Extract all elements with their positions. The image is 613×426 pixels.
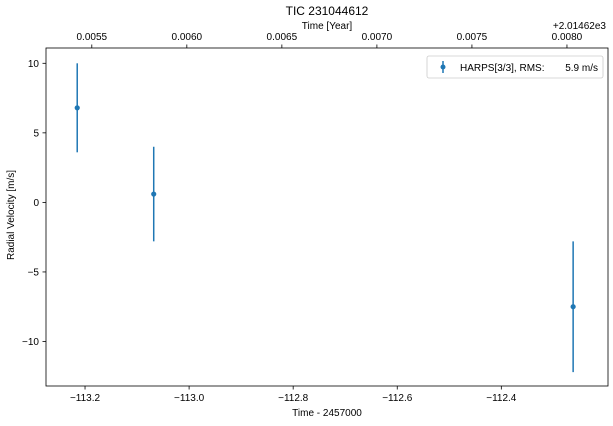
chart-title: TIC 231044612 (286, 4, 369, 18)
top-tick-label: 0.0060 (172, 32, 203, 43)
top-x-axis-label: Time [Year] (302, 21, 353, 32)
top-tick-label: 0.0075 (457, 32, 488, 43)
x-tick-label: −112.6 (382, 393, 413, 404)
x-tick-label: −113.2 (70, 393, 101, 404)
y-tick-label: −5 (28, 267, 40, 278)
legend-rms-value: 5.9 m/s (565, 63, 598, 74)
legend-marker-icon (440, 64, 446, 70)
legend-series-label: HARPS[3/3], RMS: (460, 63, 544, 74)
data-series (74, 63, 576, 373)
data-point (570, 304, 576, 310)
top-tick-label: 0.0080 (552, 32, 583, 43)
legend: HARPS[3/3], RMS: 5.9 m/s (426, 55, 604, 79)
legend-box (426, 55, 604, 79)
x-tick-label: −112.4 (486, 393, 517, 404)
x-tick-label: −112.8 (278, 393, 309, 404)
x-axis-ticks: −113.2 −113.0 −112.8 −112.6 −112.4 (70, 386, 517, 404)
y-axis-label: Radial Velocity [m/s] (6, 170, 17, 260)
y-axis-ticks: 10 5 0 −5 −10 (22, 59, 46, 348)
top-axis-ticks: 0.0055 0.0060 0.0065 0.0070 0.0075 0.0080 (76, 32, 583, 48)
top-tick-label: 0.0065 (267, 32, 298, 43)
data-point (74, 105, 80, 111)
y-tick-label: 0 (33, 198, 39, 209)
top-tick-label: 0.0070 (362, 32, 393, 43)
top-axis-offset-text: +2.01462e3 (553, 21, 607, 32)
x-axis-label: Time - 2457000 (292, 408, 362, 419)
y-tick-label: −10 (22, 337, 39, 348)
y-tick-label: 5 (33, 128, 39, 139)
y-tick-label: 10 (28, 59, 40, 70)
top-tick-label: 0.0055 (76, 32, 107, 43)
data-point (151, 191, 157, 197)
plot-area (45, 47, 609, 387)
x-tick-label: −113.0 (174, 393, 205, 404)
